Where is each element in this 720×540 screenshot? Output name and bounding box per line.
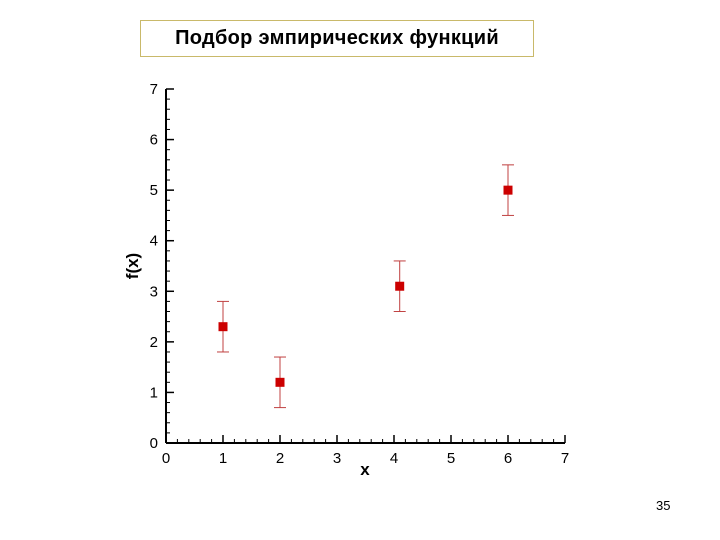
slide-title: Подбор эмпирических функций — [140, 20, 534, 57]
y-tick-label: 0 — [150, 435, 158, 452]
data-point — [503, 185, 513, 195]
page-number: 35 — [656, 498, 671, 513]
x-tick-label: 4 — [390, 450, 398, 467]
x-tick-label: 7 — [561, 450, 569, 467]
x-tick-label: 1 — [219, 450, 227, 467]
y-tick-label: 1 — [150, 384, 158, 401]
y-tick-label: 2 — [150, 334, 158, 351]
data-point — [395, 281, 405, 291]
y-tick-label: 5 — [150, 182, 158, 199]
x-axis-label: x — [360, 460, 370, 479]
x-tick-label: 5 — [447, 450, 455, 467]
data-point — [218, 322, 228, 332]
y-tick-label: 3 — [150, 283, 158, 300]
x-tick-label: 0 — [162, 450, 170, 467]
data-point — [275, 377, 285, 387]
y-tick-label: 6 — [150, 132, 158, 149]
y-tick-label: 4 — [150, 233, 158, 250]
y-tick-label: 7 — [150, 81, 158, 98]
x-tick-label: 2 — [276, 450, 284, 467]
x-tick-label: 6 — [504, 450, 512, 467]
y-axis-label: f(x) — [123, 253, 142, 279]
x-tick-label: 3 — [333, 450, 341, 467]
